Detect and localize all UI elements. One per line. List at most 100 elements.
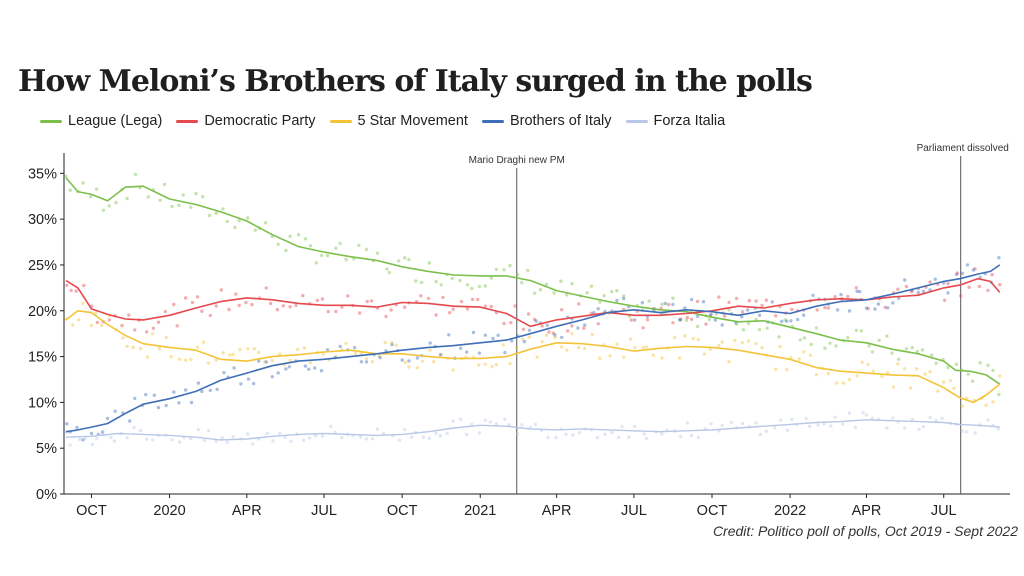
y-tick-label: 25% [28,258,57,274]
poll-dot [369,299,374,303]
poll-dot [802,350,806,354]
series-line-brothers [65,264,1001,433]
poll-dot [470,422,474,427]
poll-dot [164,335,168,340]
poll-dot [265,431,269,436]
poll-dot [520,423,524,427]
poll-dot [271,439,275,443]
poll-dot [671,302,675,307]
poll-dot [521,337,525,341]
chart-title: How Meloni’s Brothers of Italy surged in… [18,64,813,99]
poll-dot [629,318,633,322]
poll-dot [364,357,369,361]
poll-dot [870,350,875,354]
legend-label: 5 Star Movement [357,113,468,129]
y-tick-label: 5% [36,441,57,457]
poll-dot [965,263,970,267]
poll-dot [997,256,1001,260]
poll-dot [930,353,934,357]
poll-dot [946,291,950,295]
poll-dot [503,417,507,421]
poll-dot [527,328,532,332]
poll-dot [960,429,965,433]
poll-dot [483,418,487,422]
poll-dot [598,356,602,360]
poll-dot [407,257,411,262]
legend-swatch [176,119,199,123]
poll-dot [465,432,469,437]
poll-dot [496,333,500,337]
poll-dot [257,350,261,355]
poll-dot [959,294,963,298]
poll-dot [94,311,98,315]
poll-dot [720,423,724,428]
poll-dot [513,304,517,308]
poll-dot [385,267,389,271]
poll-dot [65,283,69,287]
poll-dot [633,424,637,428]
poll-dot [984,403,988,407]
poll-dot [334,246,338,250]
poll-dot [704,322,708,326]
poll-dot [377,354,381,358]
poll-dot [696,435,701,440]
poll-dot [678,434,683,439]
poll-dot [307,367,311,371]
poll-dot [532,291,537,295]
poll-dot [740,310,745,314]
poll-dot [194,191,198,196]
poll-dot [65,422,69,426]
poll-dot [933,277,937,281]
poll-dot [107,318,112,322]
poll-dot [490,365,494,369]
poll-dot [507,423,511,427]
poll-dot [483,362,487,366]
poll-dot [206,428,211,433]
legend-label: Democratic Party [204,113,316,129]
poll-dot [375,427,380,431]
poll-dot [633,346,637,350]
poll-dot [651,353,656,357]
poll-dot [616,435,621,440]
series-line-league [65,177,1001,385]
legend-swatch [481,119,504,123]
poll-dot [876,302,881,306]
poll-dot [904,284,909,289]
poll-dot [564,432,568,436]
poll-dot [526,312,531,316]
poll-dot [144,437,149,441]
poll-dot [596,307,600,311]
poll-dot [390,343,394,347]
poll-dot [268,301,273,306]
poll-dot [885,426,889,430]
poll-dot [125,344,129,348]
poll-dot [502,321,506,326]
poll-dot [152,393,156,397]
poll-dot [515,272,520,277]
poll-dot [326,309,330,314]
poll-dot [565,348,569,352]
poll-dot [814,326,819,330]
poll-dot [483,284,487,288]
poll-dot [783,318,787,322]
poll-dot [162,182,167,187]
poll-dot [866,362,870,367]
poll-dot [727,308,731,312]
poll-dot [270,375,274,379]
poll-dot [897,296,901,300]
poll-dot [811,293,815,297]
poll-dot [201,195,205,199]
poll-dot [804,416,808,421]
poll-dot [359,360,364,364]
legend-item-league: League (Lega) [40,113,162,129]
poll-dot [397,438,402,442]
poll-dot [414,279,418,283]
poll-dot [778,344,782,349]
poll-dot [214,358,218,362]
poll-dot [644,436,649,441]
poll-dot [81,301,85,306]
poll-dot [571,433,575,437]
poll-dot [954,362,959,366]
poll-dot [645,318,650,322]
poll-dot [858,289,862,294]
